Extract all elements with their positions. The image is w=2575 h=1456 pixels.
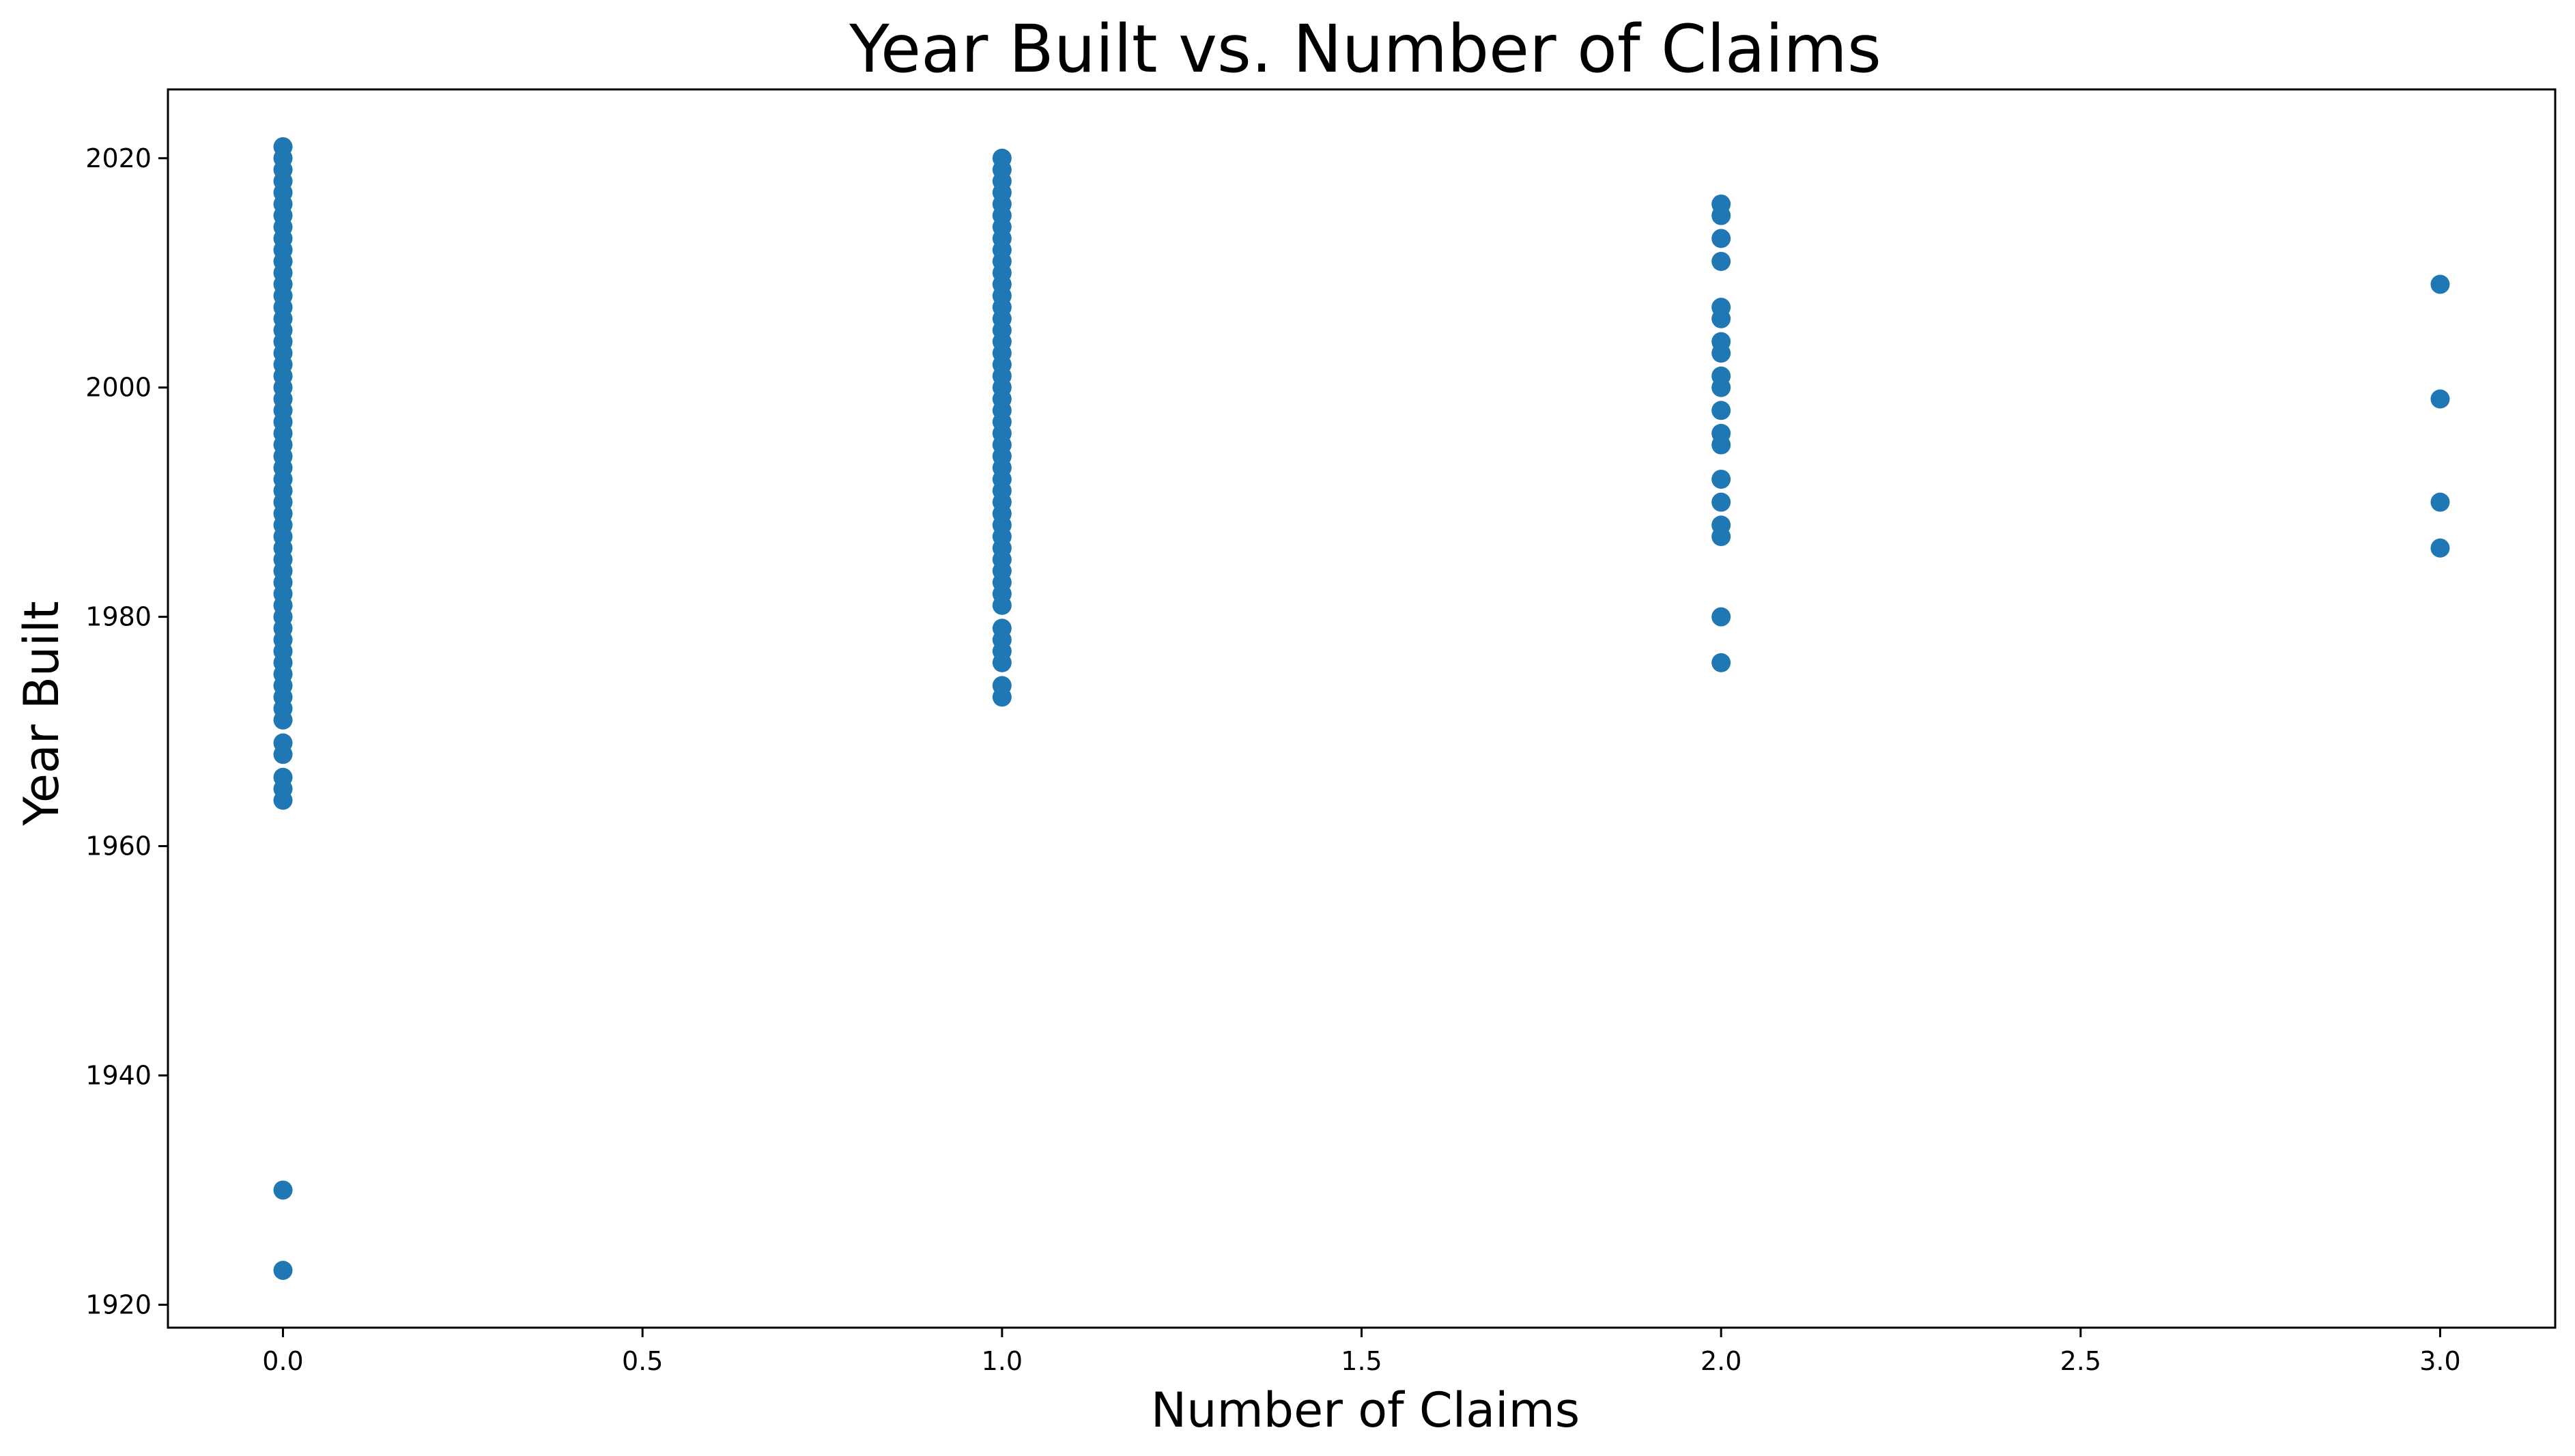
- scatter-points: [273, 137, 2450, 1281]
- y-tick-label: 1980: [85, 602, 152, 632]
- scatter-point: [2430, 492, 2450, 512]
- scatter-point: [1711, 401, 1731, 420]
- scatter-point: [1711, 194, 1731, 214]
- scatter-point: [1711, 332, 1731, 352]
- scatter-point: [273, 1261, 293, 1281]
- x-tick-label: 1.5: [1341, 1346, 1382, 1376]
- scatter-point: [273, 733, 293, 753]
- x-axis-label: Number of Claims: [1151, 1382, 1580, 1438]
- scatter-point: [1711, 607, 1731, 627]
- scatter-point: [2430, 538, 2450, 558]
- y-tick-label: 1940: [85, 1060, 152, 1090]
- x-tick-label: 1.0: [982, 1346, 1023, 1376]
- scatter-point: [992, 148, 1012, 168]
- y-tick-label: 1960: [85, 831, 152, 861]
- x-tick-label: 0.0: [262, 1346, 303, 1376]
- scatter-point: [1711, 470, 1731, 489]
- scatter-point: [273, 137, 293, 156]
- scatter-point: [2430, 389, 2450, 409]
- x-tick-label: 2.0: [1701, 1346, 1741, 1376]
- scatter-point: [273, 1180, 293, 1200]
- scatter-point: [1711, 229, 1731, 248]
- y-axis-ticks: 1920 1940 1960 1980 2000 2020: [85, 143, 168, 1319]
- scatter-point: [1711, 515, 1731, 535]
- scatter-point: [2430, 274, 2450, 294]
- scatter-point: [1711, 653, 1731, 672]
- y-tick-label: 2000: [85, 373, 152, 403]
- x-tick-label: 0.5: [622, 1346, 663, 1376]
- y-axis-label: Year Built: [14, 601, 70, 826]
- scatter-point: [992, 618, 1012, 638]
- x-tick-label: 2.5: [2060, 1346, 2101, 1376]
- y-tick-label: 1920: [85, 1289, 152, 1319]
- chart-title: Year Built vs. Number of Claims: [849, 11, 1881, 87]
- scatter-point: [1711, 251, 1731, 271]
- scatter-point: [1711, 492, 1731, 512]
- x-axis-ticks: 0.0 0.5 1.0 1.5 2.0 2.5 3.0: [262, 1328, 2461, 1376]
- x-tick-label: 3.0: [2419, 1346, 2460, 1376]
- scatter-point: [1711, 423, 1731, 443]
- scatter-point: [273, 767, 293, 787]
- scatter-point: [1711, 366, 1731, 386]
- scatter-point: [992, 676, 1012, 696]
- y-tick-label: 2020: [85, 143, 152, 173]
- scatter-point: [1711, 298, 1731, 317]
